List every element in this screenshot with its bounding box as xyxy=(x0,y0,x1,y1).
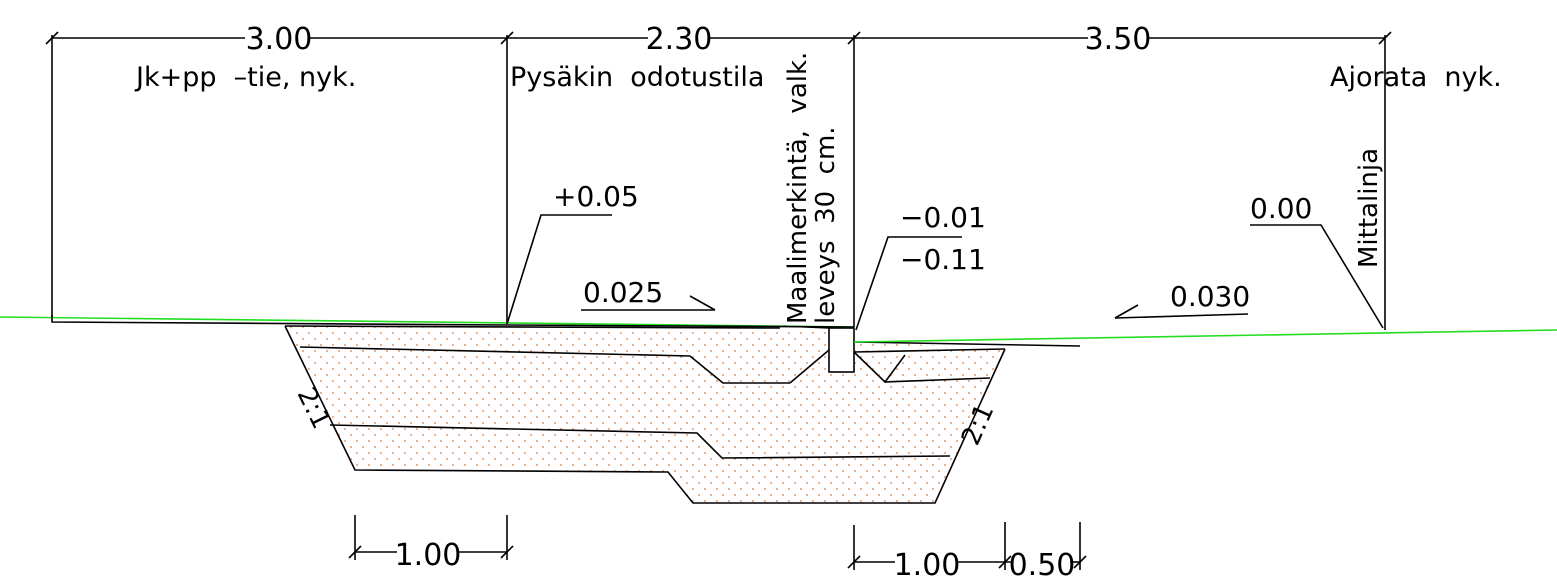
dim-tick xyxy=(500,31,514,45)
marking-note-line1: Maalimerkintä, valk. xyxy=(783,52,813,324)
dim-tick xyxy=(847,555,861,569)
marking-note-line2: leveys 30 cm. xyxy=(811,126,841,324)
dim-tick xyxy=(348,545,362,559)
layer-boundary-upper xyxy=(299,346,790,384)
structure-fill xyxy=(285,326,1005,503)
dim-tick xyxy=(500,545,514,559)
layer-boundary-upper-right xyxy=(884,377,991,383)
existing-walkway-surface xyxy=(51,315,855,328)
measurement-line-label: Mittalinja xyxy=(1354,148,1384,268)
curb-stone xyxy=(828,327,855,373)
pavement-structure xyxy=(284,325,1081,504)
slope-left-arrow xyxy=(689,295,716,311)
leader-elevation-curb xyxy=(855,236,962,331)
structure-outline-left xyxy=(284,325,1006,504)
elevation-measurement-line: 0.00 xyxy=(1250,192,1312,225)
elevation-curb-top: −0.01 xyxy=(900,201,986,234)
zone-label-carriageway: Ajorata nyk. xyxy=(1330,62,1502,93)
dim-tick xyxy=(847,31,861,45)
ground-line-right xyxy=(853,329,1557,343)
ground-line-left xyxy=(0,316,855,328)
slope-left-value: 0.025 xyxy=(583,276,663,309)
elevation-callouts: +0.05 −0.01 −0.11 0.00 Mittalinja xyxy=(506,148,1384,331)
leader-elevation-waiting-area xyxy=(506,214,612,325)
bottom-dim-right-1-00: 1.00 xyxy=(894,548,961,583)
surface-lines xyxy=(0,315,1557,343)
elevation-waiting-area: +0.05 xyxy=(553,180,639,213)
slope-right-arrow xyxy=(1114,304,1139,319)
top-dimension-line: 3.00 2.30 3.50 xyxy=(45,22,1392,330)
dim-tick xyxy=(45,31,59,45)
curb-support-right xyxy=(853,351,906,384)
layer-boundary-middle xyxy=(329,424,951,459)
road-surface-under xyxy=(853,348,1006,353)
bottom-dim-right-0-50: 0.50 xyxy=(1009,548,1076,583)
zone-labels: Jk+pp –tie, nyk. Pysäkin odotustila Ajor… xyxy=(134,62,1502,93)
zone-label-cycle-path: Jk+pp –tie, nyk. xyxy=(134,62,356,93)
marking-note: Maalimerkintä, valk. leveys 30 cm. xyxy=(783,52,841,324)
dim-label-3-00: 3.00 xyxy=(246,22,313,57)
slope-indicators: 0.025 0.030 xyxy=(581,276,1250,319)
leader-elevation-measurement-line xyxy=(1250,224,1384,329)
slope-right-value: 0.030 xyxy=(1170,280,1250,313)
road-surface-top xyxy=(853,341,1081,347)
structure-top-edge xyxy=(284,325,781,329)
dim-tick xyxy=(1378,31,1392,45)
bottom-dim-left-1-00: 1.00 xyxy=(395,538,462,573)
zone-label-waiting-area: Pysäkin odotustila xyxy=(510,62,764,93)
elevation-curb-bottom: −0.11 xyxy=(900,243,986,276)
dim-tick xyxy=(998,555,1012,569)
slope-right-baseline xyxy=(1114,313,1249,319)
bottom-dimensions: 1.00 1.00 0.50 xyxy=(348,515,1087,583)
dim-label-2-30: 2.30 xyxy=(646,22,713,57)
curb-support-left xyxy=(789,349,830,384)
dim-tick xyxy=(1073,555,1087,569)
dim-label-3-50: 3.50 xyxy=(1085,22,1152,57)
